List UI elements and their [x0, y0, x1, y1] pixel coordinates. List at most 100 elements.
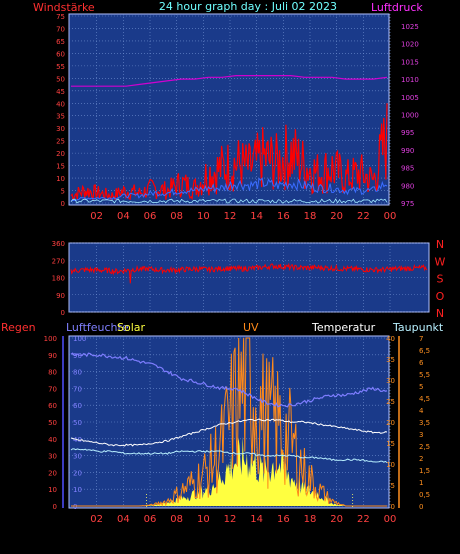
y-tick-label-rain: 10 [48, 486, 57, 494]
y-tick-label-rain: 50 [48, 419, 57, 427]
series-calm [70, 198, 388, 204]
direction-letter: S [437, 273, 444, 286]
y-tick-label-pressure: 985 [401, 165, 414, 173]
x-tick-label: 02 [90, 514, 103, 525]
x-tick-label: 10 [197, 211, 210, 222]
y-tick-label-direction: 180 [52, 275, 65, 283]
direction-letter: N [436, 307, 444, 320]
x-tick-label: 12 [224, 514, 237, 525]
y-tick-label-wind: 40 [56, 100, 65, 108]
y-tick-label-humidity: 100 [73, 335, 86, 343]
y-tick-label-humidity: 0 [73, 503, 77, 511]
y-tick-label-uv: 6,5 [419, 347, 430, 355]
y-tick-label-humidity: 60 [73, 402, 82, 410]
y-tick-label-uv: 1 [419, 479, 423, 487]
chart-title: 24 hour graph day : Juli 02 2023 [159, 0, 337, 13]
series-gust [70, 177, 388, 202]
series-uv [71, 337, 387, 507]
y-tick-label-pressure: 1020 [401, 41, 419, 49]
x-tick-label: 16 [277, 211, 290, 222]
series-temperature [70, 418, 388, 447]
series-humidity [70, 352, 388, 408]
y-tick-label-uv: 4 [419, 407, 424, 415]
y-tick-label-uv: 7 [419, 335, 423, 343]
y-tick-label-wind: 0 [61, 200, 65, 208]
y-tick-label-pressure: 975 [401, 200, 414, 208]
x-tick-label: 08 [170, 211, 183, 222]
x-tick-label: 00 [384, 514, 397, 525]
x-tick-label: 14 [250, 211, 263, 222]
y-tick-label-temp: 10 [386, 461, 395, 469]
y-tick-label-wind: 50 [56, 75, 65, 83]
x-tick-label: 20 [330, 514, 343, 525]
y-tick-label-rain: 30 [48, 453, 57, 461]
y-tick-label-pressure: 1015 [401, 58, 419, 66]
x-tick-label: 04 [117, 514, 130, 525]
y-tick-label-pressure: 980 [401, 182, 414, 190]
y-tick-label-pressure: 1005 [401, 94, 419, 102]
series-pressure [71, 75, 388, 87]
y-tick-label-pressure: 1025 [401, 23, 419, 31]
y-tick-label-direction: 360 [52, 240, 65, 248]
wind-axis-label: Windstärke [33, 1, 95, 14]
y-tick-label-temp: 40 [386, 335, 395, 343]
x-tick-label: 20 [330, 211, 343, 222]
y-tick-label-humidity: 20 [73, 469, 82, 477]
direction-letter: O [436, 290, 445, 303]
y-tick-label-wind: 5 [61, 188, 65, 196]
y-tick-label-temp: 0 [391, 503, 395, 511]
uv-label: UV [243, 321, 259, 334]
x-tick-label: 12 [224, 211, 237, 222]
y-tick-label-rain: 20 [48, 469, 57, 477]
y-tick-label-uv: 4,5 [419, 395, 430, 403]
y-tick-label-humidity: 30 [73, 453, 82, 461]
y-tick-label-wind: 10 [56, 175, 65, 183]
y-tick-label-temp: 20 [386, 419, 395, 427]
y-tick-label-uv: 3 [419, 431, 423, 439]
series-dewpoint [70, 448, 388, 463]
y-tick-label-uv: 2,5 [419, 443, 430, 451]
y-tick-label-uv: 3,5 [419, 419, 430, 427]
y-tick-label-uv: 0,5 [419, 491, 430, 499]
y-tick-label-temp: 15 [386, 440, 395, 448]
direction-letter: W [435, 255, 446, 268]
taupunkt-label: Taupunkt [392, 321, 444, 334]
y-tick-label-humidity: 90 [73, 352, 82, 360]
y-tick-label-direction: 270 [52, 257, 65, 265]
y-tick-label-uv: 1,5 [419, 467, 430, 475]
x-tick-label: 08 [170, 514, 183, 525]
x-tick-label: 14 [250, 514, 263, 525]
y-tick-label-uv: 5 [419, 383, 423, 391]
y-tick-label-wind: 70 [56, 25, 65, 33]
x-tick-label: 16 [277, 514, 290, 525]
y-tick-label-temp: 5 [391, 482, 395, 490]
y-tick-label-wind: 35 [56, 113, 65, 121]
pressure-axis-label: Luftdruck [371, 1, 423, 14]
y-tick-label-wind: 55 [56, 63, 65, 71]
y-tick-label-rain: 100 [44, 335, 57, 343]
luftfeuchte-label: Luftfeuchte [66, 321, 129, 334]
y-tick-label-pressure: 1010 [401, 76, 419, 84]
x-tick-label: 06 [144, 514, 157, 525]
x-tick-label: 04 [117, 211, 130, 222]
y-tick-label-wind: 45 [56, 88, 65, 96]
direction-letter: N [436, 238, 444, 251]
y-tick-label-rain: 80 [48, 369, 57, 377]
y-tick-label-humidity: 70 [73, 385, 82, 393]
y-tick-label-rain: 0 [53, 503, 57, 511]
y-tick-label-rain: 90 [48, 352, 57, 360]
y-tick-label-rain: 70 [48, 385, 57, 393]
solar-label: Solar [117, 321, 146, 334]
y-tick-label-uv: 6 [419, 359, 424, 367]
y-tick-label-humidity: 50 [73, 419, 82, 427]
x-tick-label: 18 [304, 211, 317, 222]
y-tick-label-uv: 5,5 [419, 371, 430, 379]
y-tick-label-uv: 2 [419, 455, 423, 463]
y-tick-label-temp: 30 [386, 377, 395, 385]
y-tick-label-wind: 60 [56, 50, 65, 58]
x-tick-label: 00 [384, 211, 397, 222]
temperatur-label: Temperatur [311, 321, 376, 334]
y-tick-label-pressure: 995 [401, 129, 414, 137]
y-tick-label-humidity: 10 [73, 486, 82, 494]
y-tick-label-temp: 35 [386, 356, 395, 364]
